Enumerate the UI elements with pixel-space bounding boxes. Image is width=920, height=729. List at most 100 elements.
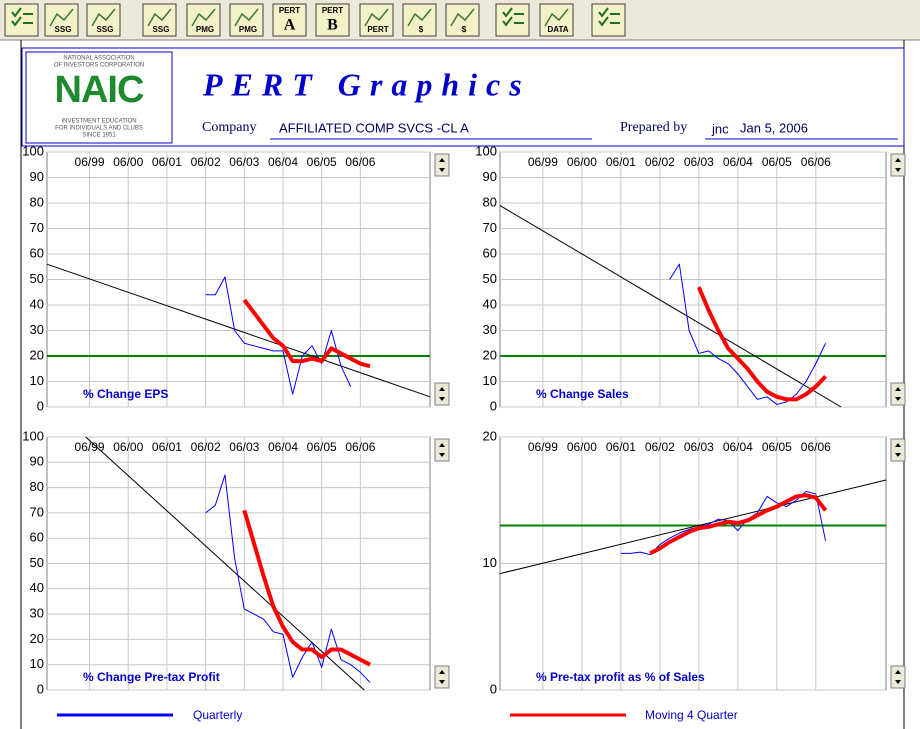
y-tick-label: 70 [30, 220, 44, 235]
quarterly-line [205, 474, 371, 683]
y-tick-label: 20 [483, 428, 497, 443]
y-tick-label: 100 [475, 143, 497, 158]
trend-line [46, 263, 431, 398]
moving-line [697, 286, 828, 402]
toolbar-icon [147, 8, 172, 27]
y-tick-label: 100 [22, 143, 44, 158]
y-tick-label: 40 [483, 296, 497, 311]
chart: 0 10 20 30 40 50 60 70 80 90 100 06/99 06/00 06/01 06/… [22, 428, 450, 696]
x-tick-label: 06/03 [684, 440, 714, 454]
toolbar-icon [234, 8, 259, 27]
y-tick-label: 70 [30, 504, 44, 519]
chart-title: % Change Pre-tax Profit [83, 670, 220, 684]
toolbar-button[interactable] [495, 3, 530, 37]
logo-text: SINCE 1951 [82, 133, 116, 139]
chart: 0 10 20 06/99 06/00 06/01 06/02 06/03 06/04 06/05… [483, 428, 906, 696]
x-tick-label: 06/06 [801, 440, 831, 454]
x-tick-label: 06/05 [307, 440, 337, 454]
x-tick-label: 06/04 [723, 155, 753, 169]
toolbar-button-label: A [284, 17, 296, 34]
prepared-label: Prepared by [620, 120, 687, 135]
logo-mark: NAIC [55, 69, 144, 111]
preparer: jnc [711, 121, 729, 136]
toolbar-button-label: SSG [55, 25, 72, 34]
logo-text: OF INVESTORS CORPORATION [54, 63, 144, 69]
toolbar-icon [450, 8, 475, 27]
scroll-button[interactable] [434, 153, 450, 177]
toolbar-button-label: PERT [279, 6, 300, 15]
x-tick-label: 06/02 [191, 155, 221, 169]
toolbar-icon [49, 8, 74, 27]
y-tick-label: 60 [483, 245, 497, 260]
toolbar-icon [11, 7, 33, 27]
toolbar-button-label: $ [462, 25, 467, 34]
scroll-button[interactable] [890, 438, 906, 462]
toolbar-icon [502, 7, 524, 27]
y-tick-label: 20 [30, 347, 44, 362]
x-tick-label: 06/03 [684, 155, 714, 169]
scroll-button[interactable] [890, 665, 906, 689]
toolbar-icon [364, 8, 389, 27]
toolbar-button[interactable] [4, 3, 39, 37]
chart: 0 10 20 30 40 50 60 70 80 90 100 06/99 06/00 06/01 06/… [22, 143, 450, 413]
y-tick-label: 10 [30, 656, 44, 671]
x-tick-label: 06/01 [152, 155, 182, 169]
scroll-button[interactable] [434, 438, 450, 462]
toolbar-button-label: $ [419, 25, 424, 34]
y-tick-label: 30 [483, 322, 497, 337]
toolbar-button-label: B [327, 17, 338, 34]
y-tick-label: 10 [483, 373, 497, 388]
scroll-button[interactable] [434, 382, 450, 406]
y-tick-label: 0 [490, 398, 497, 413]
y-tick-label: 0 [37, 681, 44, 696]
scroll-arrows [895, 158, 901, 172]
y-tick-label: 20 [30, 631, 44, 646]
x-tick-label: 06/00 [113, 440, 143, 454]
scroll-button[interactable] [890, 153, 906, 177]
y-tick-label: 50 [30, 555, 44, 570]
scroll-arrows [439, 387, 445, 401]
y-tick-label: 0 [490, 681, 497, 696]
x-tick-label: 06/04 [268, 155, 298, 169]
y-tick-label: 40 [30, 580, 44, 595]
x-tick-label: 06/03 [229, 155, 259, 169]
x-tick-label: 06/04 [723, 440, 753, 454]
x-tick-label: 06/00 [113, 155, 143, 169]
moving-line [242, 509, 371, 667]
x-tick-label: 06/99 [75, 155, 105, 169]
toolbar-button[interactable] [445, 3, 480, 37]
toolbar-button[interactable] [591, 3, 626, 37]
logo-text: NATIONAL ASSOCIATION [63, 56, 134, 62]
logo-box [25, 51, 173, 144]
toolbar-button-label: SSG [97, 25, 114, 34]
chart-title: % Change EPS [83, 387, 168, 401]
toolbar-icon [91, 8, 116, 27]
y-tick-label: 90 [483, 169, 497, 184]
scroll-button[interactable] [890, 382, 906, 406]
x-tick-label: 06/02 [645, 440, 675, 454]
y-tick-label: 90 [30, 454, 44, 469]
y-tick-label: 0 [37, 398, 44, 413]
y-tick-label: 100 [22, 428, 44, 443]
chart: 0 10 20 30 40 50 60 70 80 90 100 06/99 06/00 06/01 06/… [475, 143, 906, 413]
y-tick-label: 10 [30, 373, 44, 388]
x-tick-label: 06/01 [606, 155, 636, 169]
toolbar-icon [191, 8, 216, 27]
scroll-button[interactable] [434, 665, 450, 689]
toolbar-icon [598, 7, 620, 27]
y-tick-label: 40 [30, 296, 44, 311]
trend-line [499, 479, 887, 575]
x-tick-label: 06/99 [75, 440, 105, 454]
y-tick-label: 60 [30, 245, 44, 260]
legend-label: Moving 4 Quarter [645, 708, 738, 722]
company-name: AFFILIATED COMP SVCS -CL A [279, 120, 469, 135]
trend-line [499, 205, 842, 408]
trend-line [85, 436, 365, 691]
x-tick-label: 06/00 [567, 440, 597, 454]
toolbar-button[interactable] [315, 3, 350, 37]
toolbar-button[interactable] [272, 3, 307, 37]
x-tick-label: 06/02 [191, 440, 221, 454]
x-tick-label: 06/02 [645, 155, 675, 169]
